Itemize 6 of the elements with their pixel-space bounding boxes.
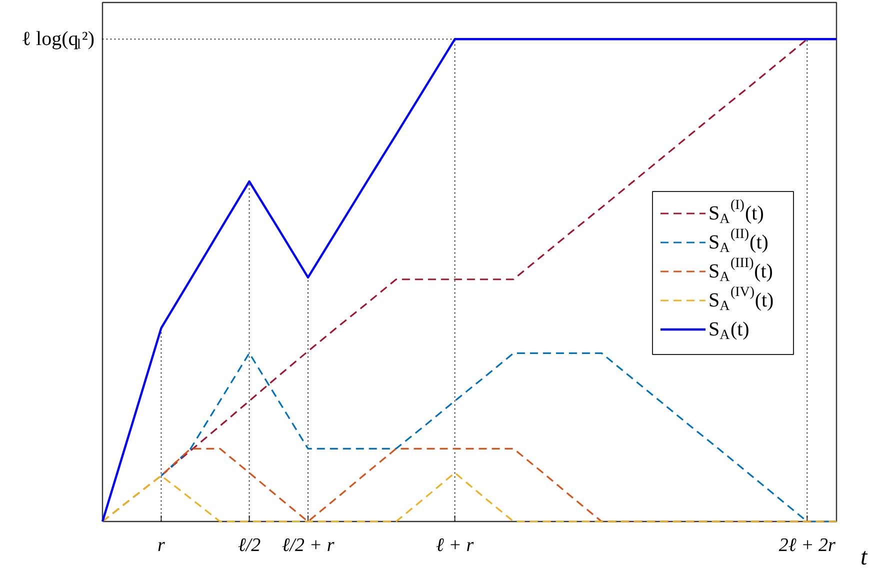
x-tick-label: ℓ/2 [238, 535, 262, 556]
x-tick-label: ℓ + r [436, 535, 474, 556]
x-tick-label: ℓ/2 + r [282, 535, 335, 556]
x-tick-label: 2ℓ + 2r [778, 535, 836, 556]
x-tick-label: r [158, 535, 166, 556]
x-axis-title: t [860, 544, 868, 570]
